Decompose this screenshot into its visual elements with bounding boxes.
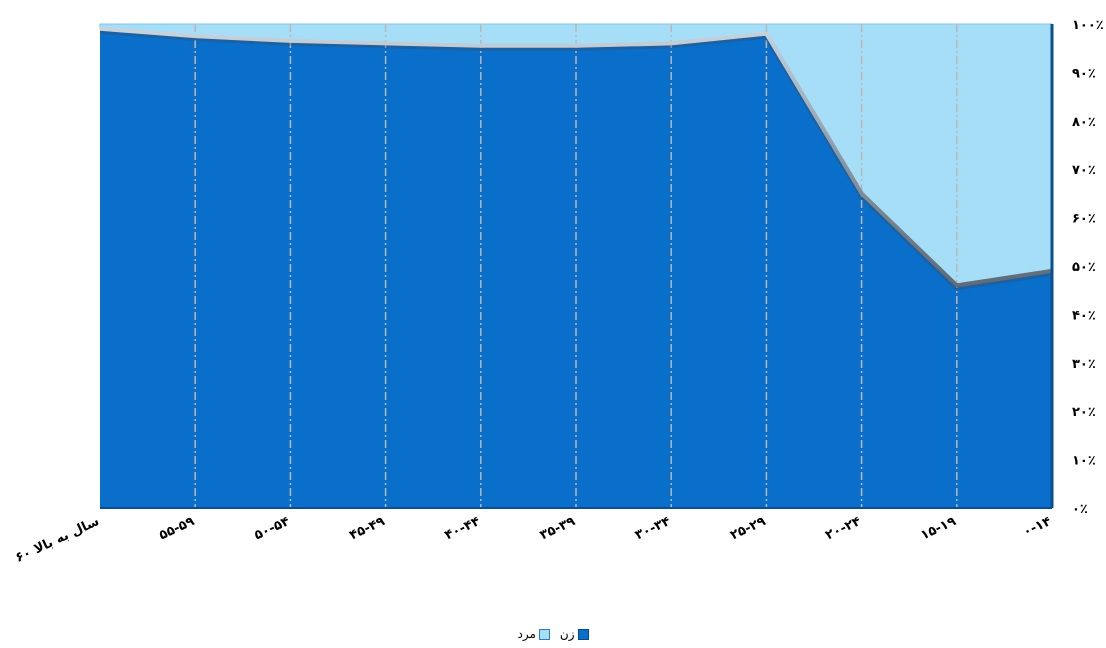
x-tick-label: ۳۰-۳۴: [633, 514, 673, 543]
x-tick-label: ۳۵-۳۹: [538, 514, 578, 543]
y-tick-label: ۵۰٪: [1072, 260, 1096, 275]
legend-label-mard: مرد: [517, 627, 536, 641]
legend-items: زن مرد: [517, 627, 589, 641]
x-tick-label: ۰-۱۴: [1021, 514, 1054, 540]
legend: زن مرد: [0, 624, 1106, 644]
x-axis-ticks: ۰-۱۴ ۱۵-۱۹ ۲۰-۲۴ ۲۵-۲۹ ۳۰-۳۴ ۳۵-۳۹ ۴۰-۴۴ ۴۵-۴۹ ۵…: [13, 514, 1054, 566]
y-tick-label: ۶۰٪: [1072, 212, 1096, 227]
legend-item-mard: مرد: [517, 627, 550, 641]
vertical-gridlines: [194, 24, 958, 508]
x-tick-label: ۱۵-۱۹: [918, 514, 958, 543]
x-tick-label: ۶۰ سال به بالا: [13, 514, 101, 566]
y-tick-label: ۹۰٪: [1072, 66, 1096, 81]
legend-item-zan: زن: [560, 627, 589, 641]
x-tick-label: ۴۵-۴۹: [347, 514, 387, 543]
y-tick-label: ۰٪: [1072, 502, 1088, 517]
x-tick-label: ۵۰-۵۴: [252, 514, 292, 543]
y-tick-label: ۸۰٪: [1072, 115, 1096, 130]
plot-area: [99, 23, 1054, 509]
y-tick-label: ۲۰٪: [1072, 405, 1096, 420]
series-boundary: [99, 26, 1053, 288]
y-tick-label: ۴۰٪: [1072, 308, 1096, 323]
y-axis-ticks: ۰٪ ۱۰٪ ۲۰٪ ۳۰٪ ۴۰٪ ۵۰٪ ۶۰٪ ۷۰٪ ۸۰٪ ۹۰٪ ۱۰۰٪: [1072, 18, 1104, 517]
legend-swatch-zan: [577, 628, 589, 640]
legend-label-zan: زن: [559, 627, 575, 641]
y-tick-label: ۳۰٪: [1072, 357, 1096, 372]
y-tick-label: ۱۰۰٪: [1072, 18, 1104, 33]
x-tick-label: ۵۵-۵۹: [157, 514, 197, 543]
y-tick-label: ۱۰٪: [1072, 454, 1096, 469]
legend-swatch-mard: [538, 628, 550, 640]
x-tick-label: ۴۰-۴۴: [442, 514, 482, 543]
x-tick-label: ۲۰-۲۴: [823, 514, 863, 543]
y-tick-label: ۷۰٪: [1072, 163, 1096, 178]
x-tick-label: ۲۵-۲۹: [728, 514, 768, 543]
